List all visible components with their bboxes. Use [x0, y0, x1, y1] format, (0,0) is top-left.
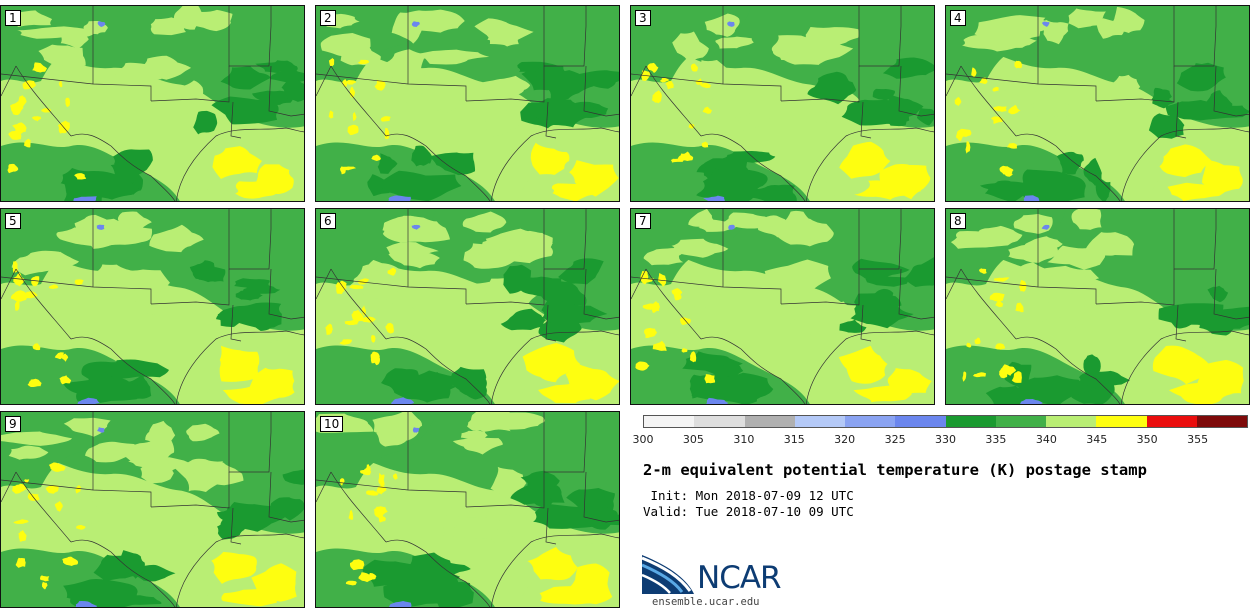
- member-map: [946, 209, 1249, 404]
- colorbar-swatch: [744, 416, 795, 427]
- member-number-label: 2: [320, 10, 336, 26]
- colorbar-tick-label: 315: [783, 433, 805, 446]
- member-map: [316, 6, 619, 201]
- colorbar-tick-label: 350: [1136, 433, 1158, 446]
- colorbar-swatch: [1046, 416, 1097, 427]
- member-number-label: 9: [5, 416, 21, 432]
- member-number-label: 4: [950, 10, 966, 26]
- member-panel: 1: [0, 5, 305, 202]
- member-map: [1, 412, 304, 607]
- member-panel: 6: [315, 208, 620, 405]
- member-map: [631, 209, 934, 404]
- colorbar-tick-label: 345: [1086, 433, 1108, 446]
- colorbar-swatch: [945, 416, 996, 427]
- colorbar-swatch: [794, 416, 845, 427]
- colorbar-swatch: [995, 416, 1046, 427]
- colorbar-tick-label: 310: [733, 433, 755, 446]
- colorbar-tick-label: 325: [884, 433, 906, 446]
- colorbar-swatch: [694, 416, 745, 427]
- colorbar-swatch: [1196, 416, 1247, 427]
- member-number-label: 6: [320, 213, 336, 229]
- init-time: Init: Mon 2018-07-09 12 UTC: [643, 488, 854, 503]
- ncar-logo-text: NCAR: [697, 560, 782, 596]
- colorbar-ticks: 300 305 310 315 320 325 330 335 340 345 350 355: [633, 433, 1248, 447]
- colorbar-swatch: [895, 416, 946, 427]
- member-panel: 4: [945, 5, 1250, 202]
- member-map: [316, 412, 619, 607]
- member-map: [946, 6, 1249, 201]
- colorbar-swatch: [1096, 416, 1147, 427]
- colorbar-swatch: [1146, 416, 1197, 427]
- member-panel: 5: [0, 208, 305, 405]
- figure-title: 2-m equivalent potential temperature (K)…: [643, 461, 1147, 479]
- member-panel: 9: [0, 411, 305, 608]
- colorbar-tick-label: 305: [682, 433, 704, 446]
- colorbar-tick-label: 335: [985, 433, 1007, 446]
- colorbar-tick-label: 355: [1187, 433, 1209, 446]
- valid-time: Valid: Tue 2018-07-10 09 UTC: [643, 504, 854, 519]
- colorbar-tick-label: 300: [632, 433, 654, 446]
- member-number-label: 3: [635, 10, 651, 26]
- member-map: [316, 209, 619, 404]
- member-number-label: 7: [635, 213, 651, 229]
- colorbar: [643, 415, 1248, 428]
- member-panel: 8: [945, 208, 1250, 405]
- website-url: ensemble.ucar.edu: [652, 596, 760, 608]
- colorbar-swatch: [644, 416, 695, 427]
- member-map: [1, 209, 304, 404]
- member-number-label: 8: [950, 213, 966, 229]
- member-panel: 7: [630, 208, 935, 405]
- member-number-label: 1: [5, 10, 21, 26]
- member-number-label: 5: [5, 213, 21, 229]
- colorbar-tick-label: 320: [834, 433, 856, 446]
- member-panel: 10: [315, 411, 620, 608]
- ncar-logo-icon: [642, 555, 694, 594]
- member-panel: 3: [630, 5, 935, 202]
- colorbar-swatch: [845, 416, 896, 427]
- colorbar-tick-label: 330: [935, 433, 956, 446]
- colorbar-tick-label: 340: [1035, 433, 1057, 446]
- member-number-label: 10: [320, 416, 344, 432]
- member-panel: 2: [315, 5, 620, 202]
- member-map: [631, 6, 934, 201]
- member-map: [1, 6, 304, 201]
